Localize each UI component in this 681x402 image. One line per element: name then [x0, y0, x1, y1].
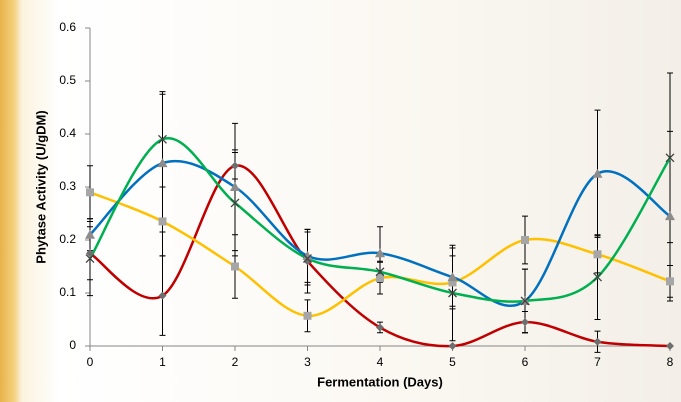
marker [231, 263, 239, 271]
x-tick-label: 2 [232, 355, 239, 369]
y-tick-label: 0.1 [59, 285, 76, 299]
x-tick-label: 7 [594, 355, 601, 369]
marker [86, 188, 94, 196]
page: Fermentation (Days) Phytase Activity (U/… [0, 0, 681, 402]
x-tick-label: 6 [522, 355, 529, 369]
y-axis-title: Phytase Activity (U/gDM) [33, 110, 48, 263]
x-tick-label: 0 [87, 355, 94, 369]
marker [666, 342, 674, 350]
marker [159, 217, 167, 225]
y-tick-label: 0 [69, 338, 76, 352]
marker [521, 318, 529, 326]
x-axis-title: Fermentation (Days) [317, 374, 443, 389]
x-tick-label: 5 [449, 355, 456, 369]
marker [594, 250, 602, 258]
x-tick-label: 3 [304, 355, 311, 369]
y-tick-label: 0.3 [59, 179, 76, 193]
x-tick-label: 8 [667, 355, 674, 369]
y-tick-label: 0.5 [59, 73, 76, 87]
marker [521, 236, 529, 244]
marker [666, 277, 674, 285]
marker [231, 162, 239, 170]
y-tick-label: 0.4 [59, 126, 76, 140]
marker [304, 312, 312, 320]
marker [594, 338, 602, 346]
y-tick-label: 0.6 [59, 20, 76, 34]
chart: Fermentation (Days) Phytase Activity (U/… [0, 0, 681, 402]
x-tick-label: 1 [159, 355, 166, 369]
x-tick-label: 4 [377, 355, 384, 369]
marker [449, 342, 457, 350]
y-tick-label: 0.2 [59, 232, 76, 246]
